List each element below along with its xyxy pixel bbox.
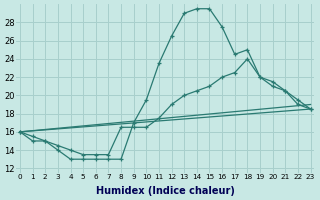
X-axis label: Humidex (Indice chaleur): Humidex (Indice chaleur) [96, 186, 235, 196]
